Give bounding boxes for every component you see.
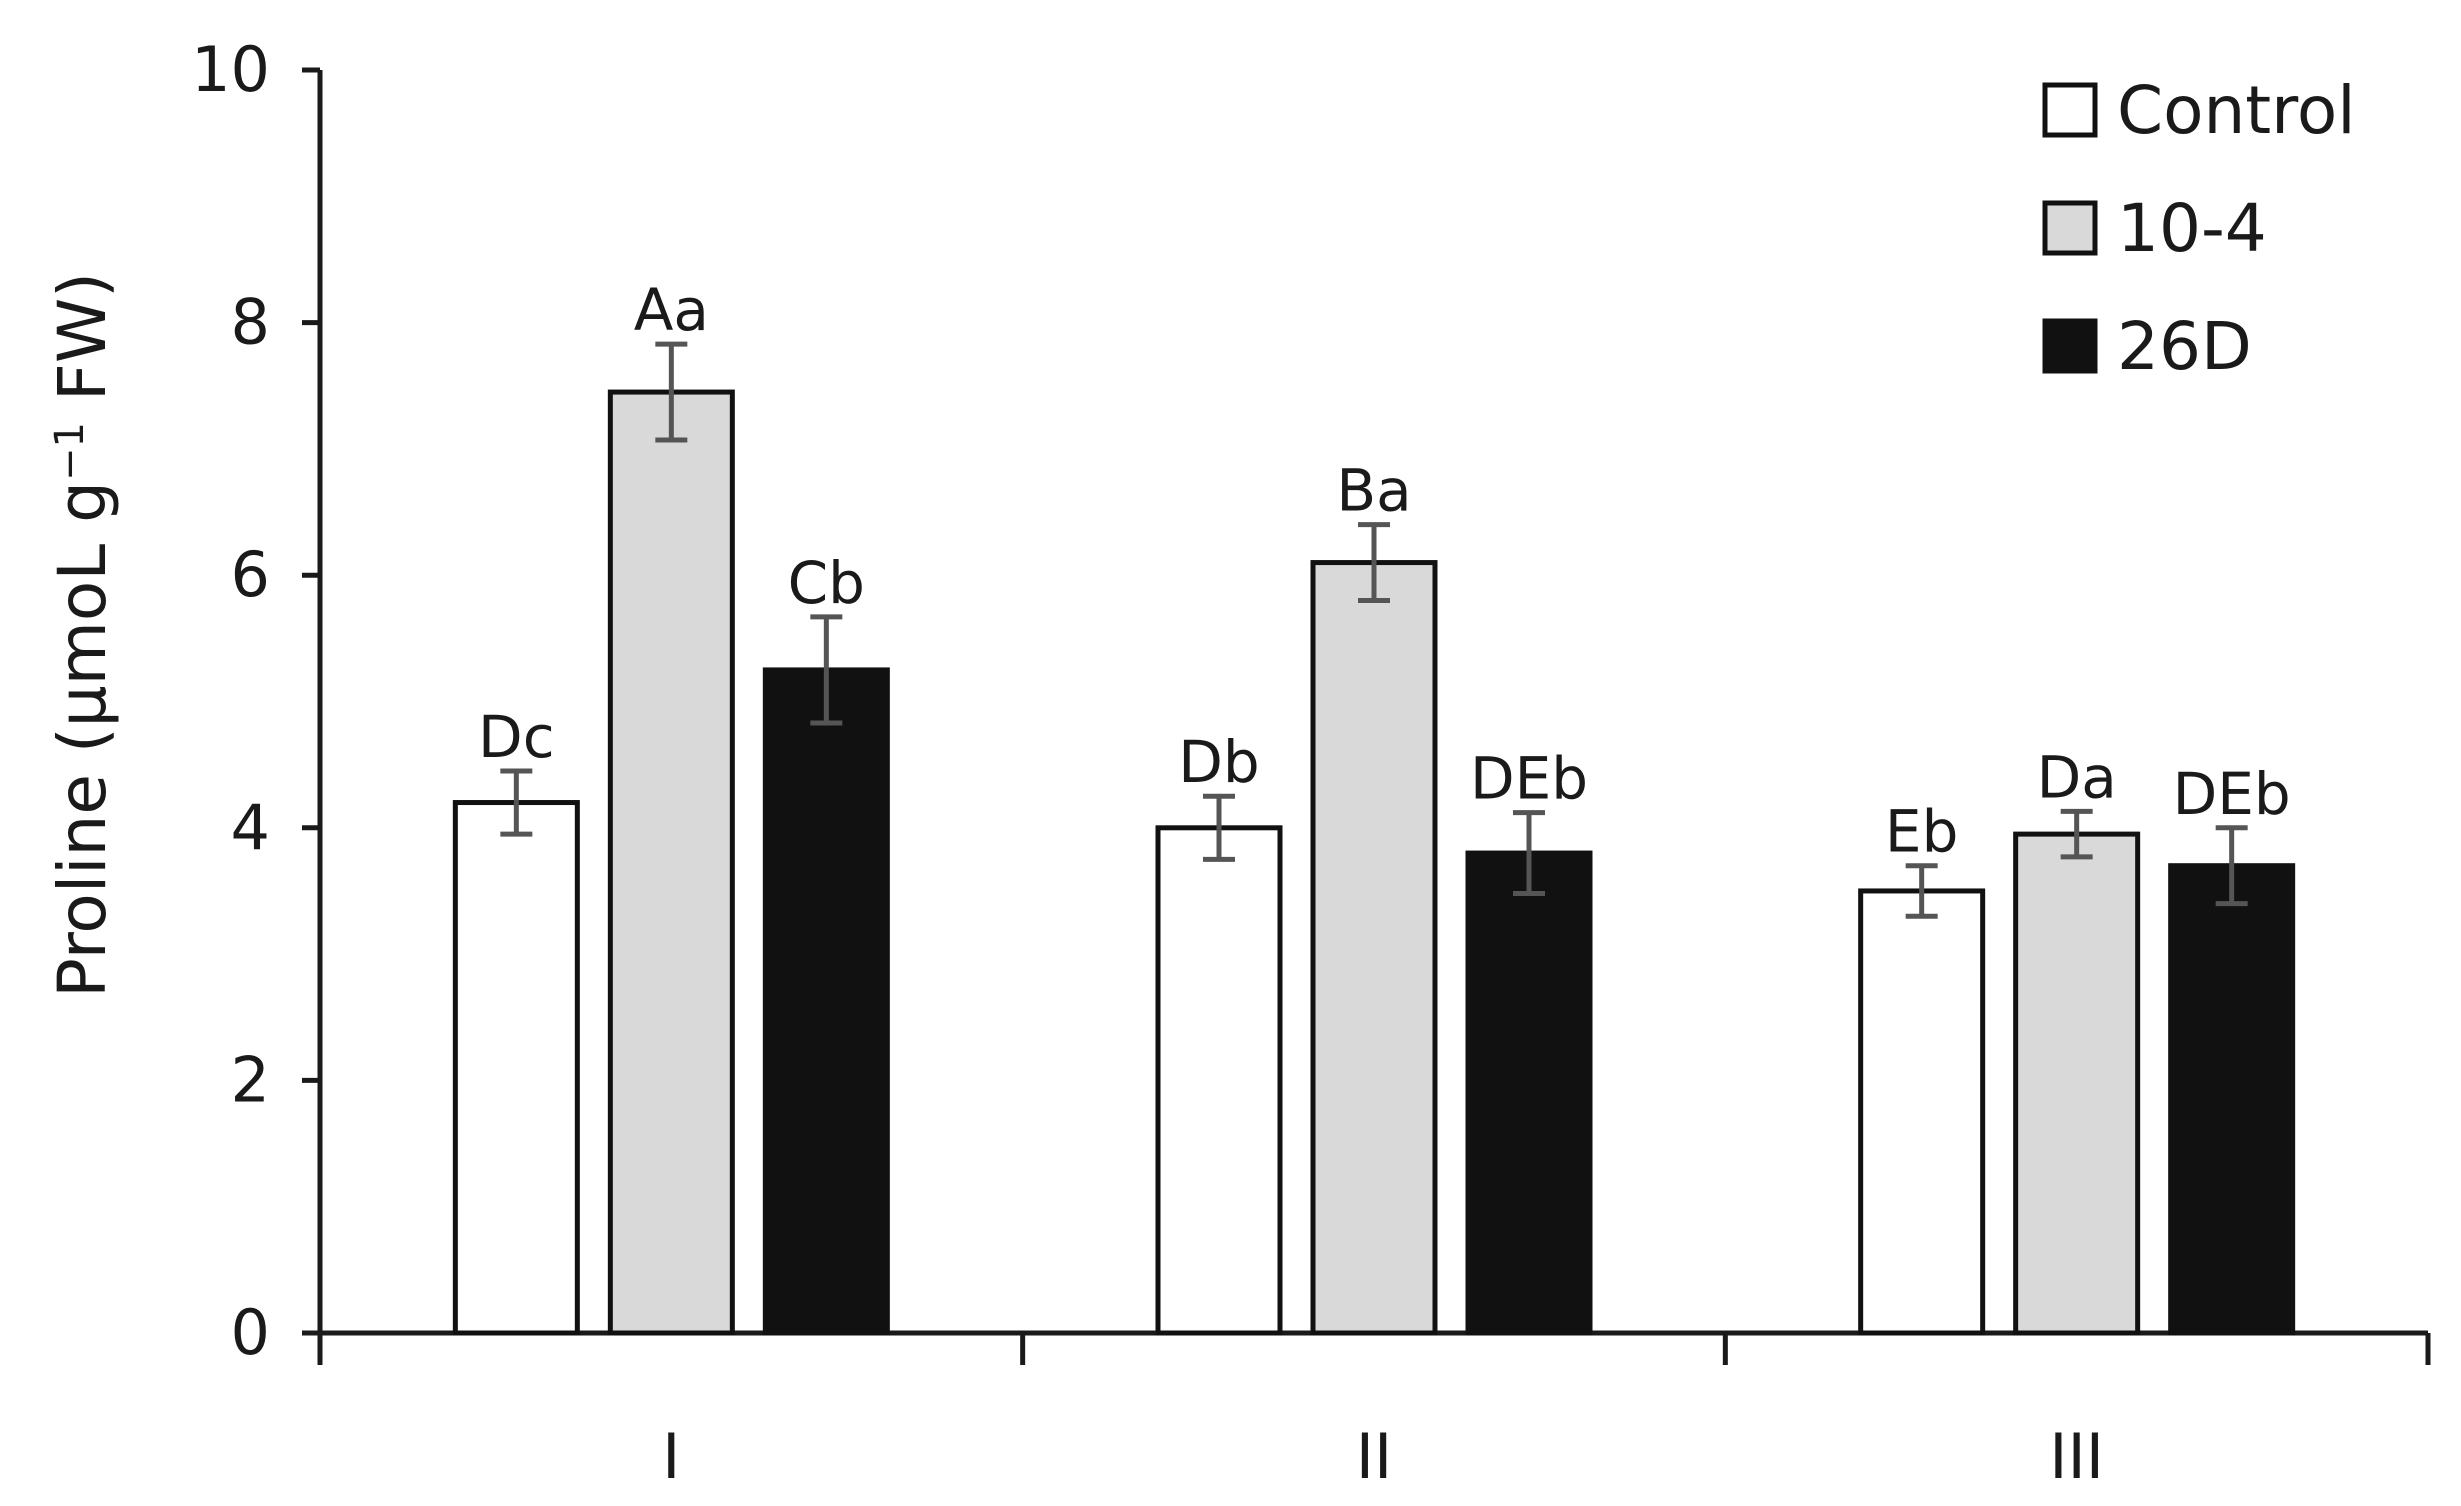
y-axis-label: Proline (μmoL g−1 FW): [44, 272, 121, 998]
significance-label: Aa: [634, 276, 709, 344]
legend-label: Control: [2117, 72, 2356, 149]
bar: [1858, 888, 1986, 1336]
significance-label: Ba: [1336, 457, 1411, 525]
legend-swatch: [2042, 318, 2098, 374]
bar: [2168, 863, 2296, 1336]
x-category-label: II: [1356, 1420, 1393, 1493]
legend-label: 10-4: [2117, 190, 2267, 267]
y-tick-label: 4: [231, 791, 270, 864]
bar: [1155, 825, 1283, 1336]
bar: [1310, 560, 1438, 1336]
significance-label: Cb: [788, 549, 865, 617]
significance-label: DEb: [2173, 760, 2291, 828]
x-category-label: III: [2049, 1420, 2104, 1493]
bar: [762, 667, 890, 1336]
y-tick-label: 2: [231, 1043, 270, 1116]
y-tick-label: 10: [191, 33, 270, 106]
legend: Control 10-4 26D: [2042, 72, 2356, 385]
y-tick-label: 6: [231, 538, 270, 611]
error-bars: [500, 341, 2248, 919]
legend-swatch: [2042, 82, 2098, 138]
bar-labels: Dc Db Eb Aa Ba Da Cb DEb DEb: [478, 276, 2291, 866]
x-category-label: I: [662, 1420, 680, 1493]
significance-label: Eb: [1885, 798, 1958, 866]
significance-label: Da: [2037, 743, 2117, 811]
bars: [452, 389, 2296, 1336]
y-tick-label: 0: [231, 1296, 270, 1369]
significance-label: DEb: [1470, 745, 1588, 813]
bar: [607, 389, 735, 1336]
bar: [2013, 831, 2141, 1336]
legend-swatch: [2042, 200, 2098, 256]
bar: [1465, 850, 1593, 1336]
significance-label: Dc: [478, 703, 555, 771]
y-tick-label: 8: [231, 286, 270, 359]
bar: [452, 800, 580, 1336]
legend-label: 26D: [2117, 308, 2252, 385]
significance-label: Db: [1178, 728, 1259, 796]
